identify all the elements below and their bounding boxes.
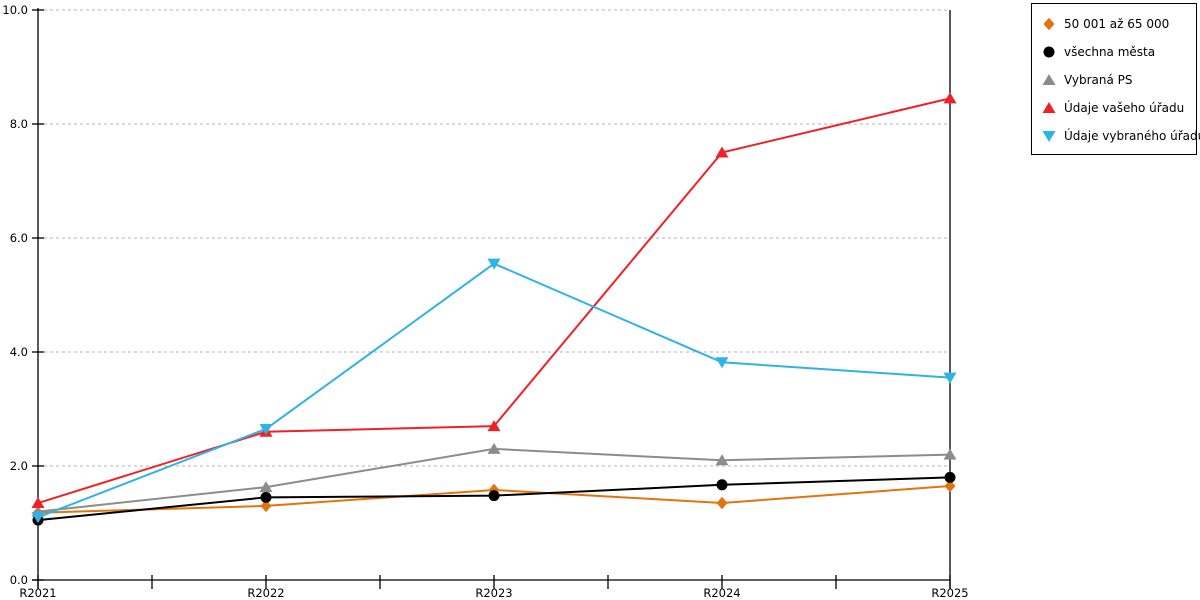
legend-item: Údaje vybraného úřadu [1041,122,1200,150]
triangle-down-marker-icon [715,357,729,369]
x-tick-label: R2021 [19,586,56,600]
triangle-up-marker-icon [715,454,729,466]
series-line-4 [37,262,951,519]
x-tick-label: R2022 [247,586,284,600]
legend-label: 50 001 až 65 000 [1064,17,1170,31]
series-line-2 [37,447,951,513]
triangle-up-marker-icon [31,497,45,509]
legend-label: všechna města [1064,45,1156,59]
y-tick-label: 8.0 [10,117,28,131]
diamond-marker-icon [944,479,956,493]
circle-marker-icon [944,471,956,483]
triangle-up-marker-icon [1041,72,1057,88]
triangle-down-marker-icon [943,372,957,384]
triangle-up-marker-icon [487,442,501,454]
y-tick-label: 4.0 [10,345,28,359]
x-tick-label: R2024 [703,586,740,600]
legend-item: 50 001 až 65 000 [1041,10,1192,38]
triangle-up-marker-icon [259,481,273,493]
triangle-down-marker-icon [487,258,501,270]
triangle-down-marker-icon [1041,128,1057,144]
circle-marker-icon [488,490,500,502]
circle-marker-icon [716,479,728,491]
legend-label: Údaje vašeho úřadu [1064,101,1185,115]
circle-marker-icon [260,491,272,503]
legend: 50 001 až 65 000 všechna města Vybraná P… [1031,3,1200,155]
legend-item: všechna města [1041,38,1192,66]
diamond-marker-icon [716,496,728,510]
triangle-up-marker-icon [943,448,957,460]
diamond-marker-icon [260,499,272,513]
circle-marker-icon [1041,44,1057,60]
y-tick-label: 2.0 [10,459,28,473]
diamond-marker-icon [1041,16,1057,32]
x-tick-label: R2025 [931,586,968,600]
triangle-up-marker-icon [1041,100,1057,116]
triangle-down-marker-icon [259,423,273,435]
series-line-3 [37,97,951,505]
legend-label: Údaje vybraného úřadu [1064,129,1200,143]
x-tick-label: R2023 [475,586,512,600]
y-tick-label: 10.0 [2,3,28,17]
triangle-down-marker-icon [31,512,45,524]
y-tick-label: 6.0 [10,231,28,245]
triangle-up-marker-icon [487,420,501,432]
legend-item: Vybraná PS [1041,66,1192,94]
legend-label: Vybraná PS [1064,73,1133,87]
y-tick-label: 0.0 [10,573,28,587]
triangle-up-marker-icon [943,92,957,104]
triangle-up-marker-icon [715,146,729,158]
legend-item: Údaje vašeho úřadu [1041,94,1192,122]
